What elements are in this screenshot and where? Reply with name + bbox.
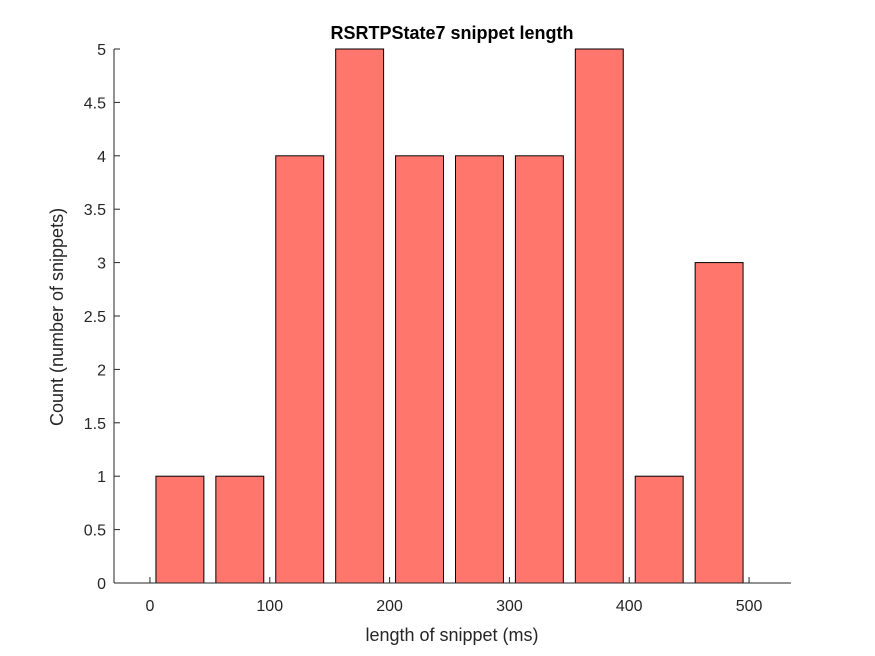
y-tick-label: 0: [97, 576, 106, 593]
bar: [634, 475, 684, 584]
x-axis-label: length of snippet (ms): [365, 625, 538, 645]
bar: [574, 48, 624, 584]
y-tick-label: 4.5: [84, 95, 106, 112]
x-tick-label: 500: [736, 598, 763, 615]
y-tick-label: 1: [97, 469, 106, 486]
x-tick-label: 200: [376, 598, 403, 615]
y-tick-label: 4: [97, 149, 106, 166]
bar: [454, 155, 504, 584]
bar: [694, 262, 744, 584]
y-tick-label: 0.5: [84, 523, 106, 540]
y-axis-label: Count (number of snippets): [47, 208, 67, 426]
bar: [155, 475, 205, 584]
bar: [395, 155, 445, 584]
y-tick-label: 5: [97, 42, 106, 59]
bar: [514, 155, 564, 584]
x-tick-label: 300: [496, 598, 523, 615]
chart-title: RSRTPState7 snippet length: [330, 23, 573, 43]
bar: [275, 155, 325, 584]
x-tick-label: 100: [256, 598, 283, 615]
bars-group: [155, 48, 744, 584]
axes-group: 0 100 200 300 400 500 0 0.5 1 1.5 2 2.5 3 3.5 4 4.5 5: [84, 42, 791, 615]
bar: [215, 475, 265, 584]
y-tick-label: 3: [97, 256, 106, 273]
x-tick-label: 400: [616, 598, 643, 615]
y-tick-label: 1.5: [84, 416, 106, 433]
y-tick-label: 3.5: [84, 202, 106, 219]
y-tick-label: 2: [97, 362, 106, 379]
bar: [335, 48, 385, 584]
x-tick-label: 0: [145, 598, 154, 615]
y-tick-label: 2.5: [84, 309, 106, 326]
